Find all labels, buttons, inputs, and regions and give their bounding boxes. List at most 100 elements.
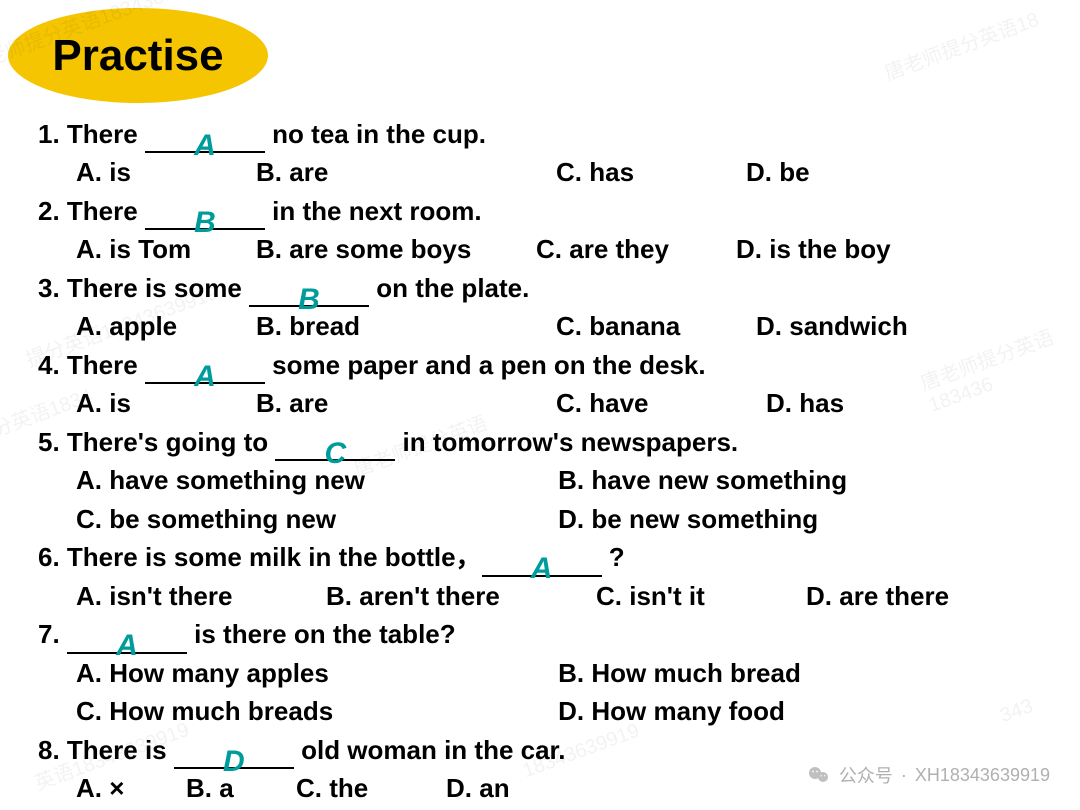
option-label: D. <box>766 388 792 418</box>
option-item: D. is the boy <box>736 230 916 268</box>
question-text: ? <box>602 542 625 572</box>
option-item: A. is Tom <box>76 230 256 268</box>
option-text: are some boys <box>289 234 471 264</box>
option-item: D. be <box>746 153 866 191</box>
option-label: B. <box>256 234 282 264</box>
question-text: no tea in the cup. <box>265 119 486 149</box>
option-label: D. <box>736 234 762 264</box>
answer-blank: A <box>145 353 265 384</box>
option-item: A. apple <box>76 307 256 345</box>
option-label: D. <box>746 157 772 187</box>
question-text: There <box>67 119 145 149</box>
question-row: 7. A is there on the table? <box>38 615 1060 653</box>
question-number: 5. <box>38 427 67 457</box>
question-text: old woman in the car. <box>294 735 566 765</box>
question-text: There's going to <box>67 427 275 457</box>
question-text: There <box>67 196 145 226</box>
option-item: D. How many food <box>558 692 1040 730</box>
answer-blank: D <box>174 738 294 769</box>
option-text: How much breads <box>109 696 333 726</box>
question-text: is there on the table? <box>187 619 456 649</box>
option-item: C. isn't it <box>596 577 806 615</box>
option-text: an <box>479 773 509 803</box>
options-row: A. have something newB. have new somethi… <box>38 461 1060 538</box>
title-badge: Practise <box>8 8 268 103</box>
option-item: B. are <box>256 153 556 191</box>
answer-letter: A <box>194 129 216 162</box>
options-row: A. How many applesB. How much breadC. Ho… <box>38 654 1060 731</box>
answer-letter: C <box>324 437 346 470</box>
answer-letter: A <box>531 552 553 585</box>
wechat-icon <box>807 763 831 787</box>
footer-sep: · <box>901 765 907 786</box>
option-label: B. <box>256 311 282 341</box>
question-row: 5. There's going to C in tomorrow's news… <box>38 423 1060 461</box>
question-number: 3. <box>38 273 67 303</box>
option-item: A. How many apples <box>76 654 558 692</box>
option-item: C. have <box>556 384 766 422</box>
question-row: 4. There A some paper and a pen on the d… <box>38 346 1060 384</box>
option-text: apple <box>109 311 177 341</box>
option-text: is Tom <box>109 234 191 264</box>
option-text: has <box>589 157 634 187</box>
option-item: B. are some boys <box>256 230 536 268</box>
option-label: C. <box>596 581 622 611</box>
option-label: D. <box>806 581 832 611</box>
option-label: B. <box>326 581 352 611</box>
question-text: some paper and a pen on the desk. <box>265 350 706 380</box>
answer-letter: B <box>194 206 216 239</box>
option-text: are <box>289 388 328 418</box>
watermark-text: 唐老师提分英语18 <box>880 3 1042 86</box>
option-text: be something new <box>109 504 336 534</box>
question-row: 6. There is some milk in the bottle，A ? <box>38 538 1060 576</box>
option-label: D. <box>446 773 472 803</box>
option-text: is <box>109 388 131 418</box>
answer-letter: B <box>298 283 320 316</box>
options-row: A. isB. areC. haveD. has <box>38 384 1060 422</box>
answer-blank: B <box>249 276 369 307</box>
question-number: 8. <box>38 735 67 765</box>
question-number: 6. <box>38 542 67 572</box>
option-label: C. <box>556 311 582 341</box>
option-text: are they <box>569 234 669 264</box>
question-number: 2. <box>38 196 67 226</box>
question-row: 3. There is some B on the plate. <box>38 269 1060 307</box>
option-label: C. <box>556 388 582 418</box>
option-text: is the boy <box>769 234 890 264</box>
option-label: A. <box>76 388 102 418</box>
option-item: C. has <box>556 153 746 191</box>
option-label: B. <box>256 388 282 418</box>
option-item: D. has <box>766 384 886 422</box>
option-item: A. is <box>76 384 256 422</box>
option-label: A. <box>76 311 102 341</box>
option-text: the <box>329 773 368 803</box>
option-text: are there <box>839 581 949 611</box>
option-label: A. <box>76 581 102 611</box>
option-label: D. <box>558 696 584 726</box>
options-row: A. is TomB. are some boysC. are theyD. i… <box>38 230 1060 268</box>
answer-letter: A <box>116 629 138 662</box>
footer-attribution: 公众号 · XH18343639919 <box>807 762 1050 788</box>
option-item: C. the <box>296 769 446 807</box>
option-item: C. are they <box>536 230 736 268</box>
questions-container: 1. There A no tea in the cup.A. isB. are… <box>38 115 1060 807</box>
option-item: A. isn't there <box>76 577 326 615</box>
option-label: B. <box>256 157 282 187</box>
option-item: A. × <box>76 769 186 807</box>
option-item: C. How much breads <box>76 692 558 730</box>
question-text: There is some <box>67 273 249 303</box>
option-text: sandwich <box>789 311 907 341</box>
question-text: There is some milk in the bottle， <box>67 542 482 572</box>
option-text: are <box>289 157 328 187</box>
option-label: A. <box>76 465 102 495</box>
question-row: 2. There B in the next room. <box>38 192 1060 230</box>
option-text: How many food <box>591 696 785 726</box>
option-text: is <box>109 157 131 187</box>
question-text: in the next room. <box>265 196 482 226</box>
option-label: D. <box>756 311 782 341</box>
option-label: A. <box>76 157 102 187</box>
option-text: be <box>779 157 809 187</box>
option-item: D. are there <box>806 577 986 615</box>
option-item: B. How much bread <box>558 654 1040 692</box>
option-label: B. <box>558 658 584 688</box>
